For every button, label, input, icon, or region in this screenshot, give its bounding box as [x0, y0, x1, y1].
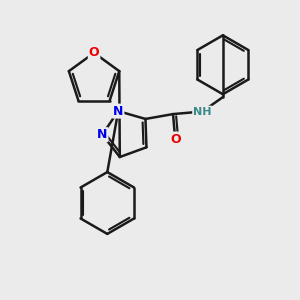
Text: O: O: [89, 46, 99, 59]
Text: NH: NH: [193, 106, 212, 116]
Text: O: O: [170, 133, 181, 146]
Text: N: N: [97, 128, 107, 141]
Text: N: N: [113, 105, 123, 118]
